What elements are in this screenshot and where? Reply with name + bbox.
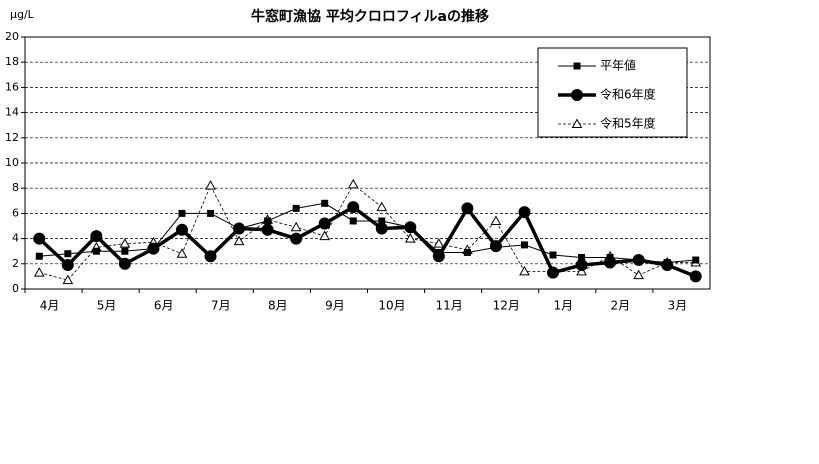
data-point	[376, 201, 388, 212]
data-point	[375, 222, 388, 235]
data-point	[604, 256, 617, 269]
data-point	[176, 248, 188, 258]
data-point	[261, 223, 274, 236]
data-point	[233, 235, 245, 246]
data-point	[292, 204, 300, 212]
data-point	[432, 250, 445, 263]
data-point	[547, 266, 560, 279]
data-point	[33, 232, 46, 245]
data-point	[689, 270, 702, 283]
data-point	[118, 257, 131, 270]
x-tick-label: 7月	[211, 299, 231, 313]
data-point	[121, 247, 129, 255]
data-point	[290, 221, 302, 232]
x-tick-label: 8月	[268, 299, 288, 313]
legend-marker	[571, 118, 583, 128]
x-tick-label: 12月	[493, 299, 520, 313]
y-tick-label: 12	[5, 131, 19, 144]
y-tick-label: 4	[12, 232, 19, 245]
legend-label: 平年値	[600, 58, 636, 73]
data-point	[489, 240, 502, 253]
data-point	[119, 238, 131, 248]
data-point	[35, 252, 43, 260]
y-tick-label: 14	[5, 106, 19, 119]
data-point	[347, 201, 360, 214]
chart-title: 牛窓町漁協 平均クロロフィルaの推移	[251, 8, 489, 25]
data-point	[319, 230, 331, 241]
data-point	[518, 206, 531, 219]
y-tick-label: 6	[12, 206, 19, 219]
data-point	[90, 230, 103, 243]
data-point	[461, 202, 474, 215]
data-point	[404, 233, 416, 243]
data-point	[661, 259, 674, 272]
data-point	[62, 274, 74, 285]
data-point	[264, 217, 272, 225]
data-point	[633, 269, 645, 280]
data-point	[575, 259, 588, 272]
x-tick-label: 6月	[154, 299, 174, 313]
y-tick-label: 18	[5, 55, 19, 68]
data-point	[178, 209, 186, 217]
y-tick-label: 20	[5, 30, 19, 43]
legend-label: 令和5年度	[600, 116, 656, 131]
y-tick-label: 8	[12, 181, 19, 194]
legend-marker	[571, 89, 583, 101]
data-point	[349, 217, 357, 225]
series-line	[39, 183, 696, 281]
data-point	[204, 250, 217, 263]
y-tick-label: 16	[5, 80, 19, 93]
x-tick-label: 11月	[435, 299, 462, 313]
data-point	[318, 217, 331, 230]
data-point	[205, 180, 216, 190]
data-point	[519, 265, 530, 276]
x-tick-label: 4月	[40, 299, 60, 313]
y-tick-label: 0	[12, 282, 19, 295]
data-point	[347, 178, 359, 189]
data-point	[64, 250, 72, 258]
legend-label: 令和6年度	[600, 87, 656, 102]
data-point	[490, 215, 502, 225]
data-point	[692, 256, 700, 264]
data-point	[404, 221, 417, 234]
data-point	[549, 251, 557, 259]
data-point	[290, 232, 303, 245]
data-point	[33, 267, 45, 277]
legend	[537, 47, 688, 138]
x-tick-label: 2月	[611, 299, 631, 313]
x-tick-label: 1月	[553, 299, 573, 313]
y-tick-label: 10	[5, 156, 19, 169]
data-point	[433, 238, 445, 248]
data-point	[207, 209, 215, 217]
y-unit: μg/L	[10, 8, 35, 21]
data-point	[61, 259, 74, 272]
data-point	[233, 222, 246, 235]
x-tick-label: 9月	[325, 299, 345, 313]
y-tick-label: 2	[12, 257, 19, 270]
x-tick-label: 5月	[97, 299, 117, 313]
x-tick-label: 3月	[668, 299, 688, 313]
x-tick-label: 10月	[378, 299, 405, 313]
legend-marker	[573, 62, 581, 70]
data-point	[520, 241, 528, 249]
data-point	[175, 223, 188, 236]
data-point	[147, 242, 160, 255]
data-point	[463, 248, 471, 256]
data-point	[92, 247, 100, 255]
data-point	[632, 254, 645, 267]
data-point	[321, 199, 329, 207]
